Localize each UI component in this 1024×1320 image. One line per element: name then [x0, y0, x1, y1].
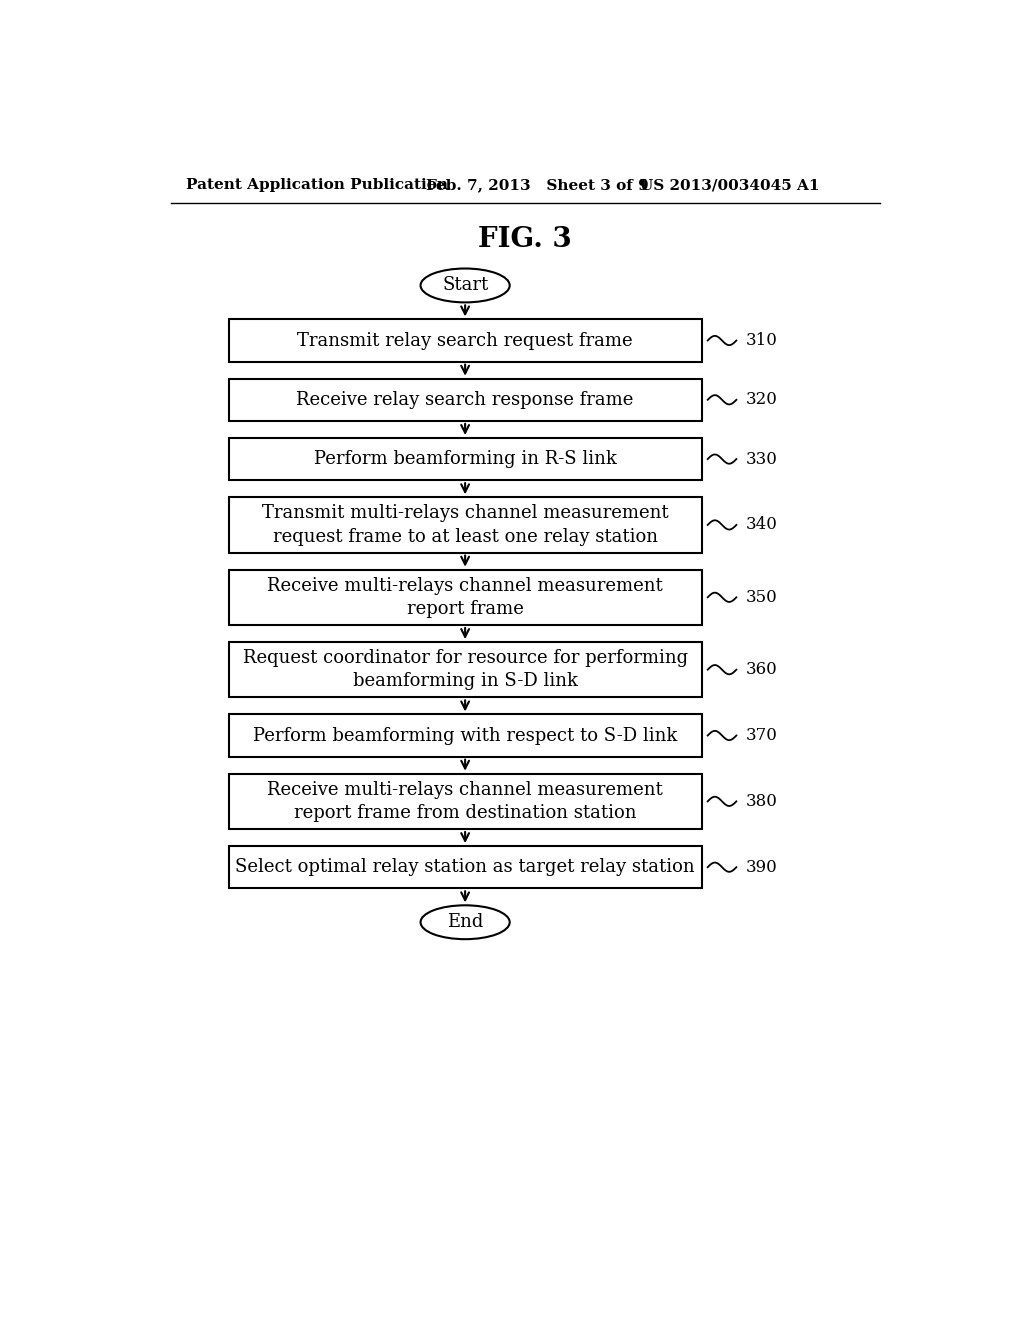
Bar: [228, 379, 701, 421]
Text: 370: 370: [745, 727, 777, 744]
Bar: [228, 642, 701, 697]
Text: Receive relay search response frame: Receive relay search response frame: [296, 391, 634, 409]
Text: Select optimal relay station as target relay station: Select optimal relay station as target r…: [236, 858, 695, 876]
Text: 360: 360: [745, 661, 777, 678]
Text: Request coordinator for resource for performing
beamforming in S-D link: Request coordinator for resource for per…: [243, 649, 688, 690]
Text: FIG. 3: FIG. 3: [478, 226, 571, 252]
Bar: [228, 570, 701, 626]
Text: 320: 320: [745, 391, 777, 408]
Ellipse shape: [421, 906, 510, 940]
Text: Receive multi-relays channel measurement
report frame: Receive multi-relays channel measurement…: [267, 577, 663, 618]
Bar: [228, 846, 701, 888]
Text: Perform beamforming in R-S link: Perform beamforming in R-S link: [313, 450, 616, 469]
Text: Start: Start: [442, 276, 488, 294]
Text: 380: 380: [745, 793, 777, 810]
Text: Patent Application Publication: Patent Application Publication: [186, 178, 449, 193]
Text: End: End: [446, 913, 483, 931]
Text: 310: 310: [745, 333, 777, 348]
Text: US 2013/0034045 A1: US 2013/0034045 A1: [640, 178, 819, 193]
Text: Transmit multi-relays channel measurement
request frame to at least one relay st: Transmit multi-relays channel measuremen…: [262, 504, 669, 545]
Text: 390: 390: [745, 859, 777, 875]
Text: Receive multi-relays channel measurement
report frame from destination station: Receive multi-relays channel measurement…: [267, 780, 663, 822]
Bar: [228, 319, 701, 362]
Text: 350: 350: [745, 589, 777, 606]
Ellipse shape: [421, 268, 510, 302]
Bar: [228, 498, 701, 553]
Bar: [228, 774, 701, 829]
Text: Feb. 7, 2013   Sheet 3 of 9: Feb. 7, 2013 Sheet 3 of 9: [426, 178, 649, 193]
Text: 340: 340: [745, 516, 777, 533]
Text: Perform beamforming with respect to S-D link: Perform beamforming with respect to S-D …: [253, 726, 677, 744]
Text: 330: 330: [745, 450, 777, 467]
Bar: [228, 714, 701, 756]
Text: Transmit relay search request frame: Transmit relay search request frame: [297, 331, 633, 350]
Bar: [228, 438, 701, 480]
